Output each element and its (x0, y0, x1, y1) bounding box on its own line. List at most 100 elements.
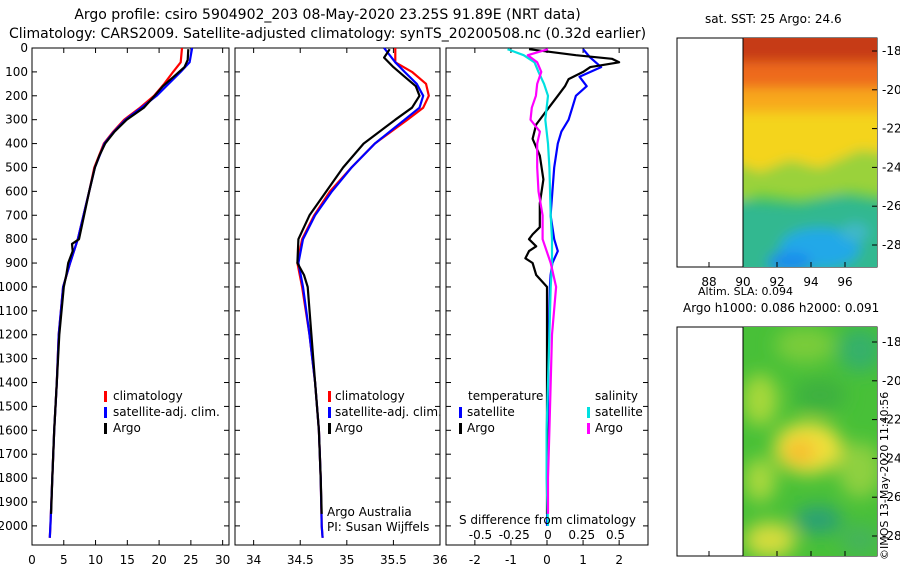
legend-temp-argo: Argo (467, 421, 495, 435)
chart-title-line2: Climatology: CARS2009. Satellite-adjuste… (8, 26, 647, 42)
sla-lat-tick: -24 (882, 451, 900, 465)
y-tick-label: 1000 (0, 280, 28, 294)
x-tick-label-salinity: -0.5 (469, 528, 492, 542)
sst-lon-tick: 92 (769, 275, 784, 289)
salinity-panel-frame (234, 47, 441, 546)
y-tick-label: 200 (5, 89, 28, 103)
x-tick-label: 25 (183, 553, 198, 567)
legend-satellite-adj: satellite-adj. clim. (335, 405, 442, 419)
x-tick-label-salinity: -0.25 (499, 528, 530, 542)
legend-climatology: climatology (335, 389, 405, 403)
x-tick-label: 35.5 (380, 553, 407, 567)
x-tick-label-salinity: 0.25 (568, 528, 595, 542)
legend-marker-temp-satellite (459, 407, 462, 418)
legend-marker-satellite-adj (104, 407, 107, 418)
y-tick-label: 1100 (0, 304, 28, 318)
legend-marker-climatology (104, 391, 107, 402)
y-tick-label: 700 (5, 208, 28, 222)
x-tick-label: 0 (28, 553, 36, 567)
x-tick-label: 30 (215, 553, 230, 567)
y-tick-label: 1200 (0, 328, 28, 342)
x-tick-label: 2 (615, 553, 623, 567)
y-tick-label: 1900 (0, 495, 28, 509)
y-tick-label: 500 (5, 160, 28, 174)
credit-pi: PI: Susan Wijffels (327, 520, 429, 534)
legend-header-salinity: salinity (595, 389, 638, 403)
steric-map-title: Argo h1000: 0.086 h2000: 0.091 (683, 301, 880, 315)
salinity-series-climatology (296, 48, 430, 538)
y-tick-label: 2000 (0, 519, 28, 533)
sst-lat-tick: -22 (882, 122, 900, 136)
sst-lat-tick: -18 (882, 44, 900, 58)
sst-lon-tick: 96 (837, 275, 852, 289)
y-tick-label: 1300 (0, 352, 28, 366)
y-tick-label: 1600 (0, 423, 28, 437)
sst-lat-tick: -28 (882, 238, 900, 252)
sst-lat-tick: -26 (882, 199, 900, 213)
sst-map-title: sat. SST: 25 Argo: 24.6 (705, 12, 842, 26)
sst-lat-tick: -24 (882, 160, 900, 174)
x-tick-label: 20 (151, 553, 166, 567)
diff-temp-argo (524, 48, 621, 514)
sla-lat-tick: -28 (882, 529, 900, 543)
x-tick-label: 35 (339, 553, 354, 567)
sla-map-title: Altim. SLA: 0.094 (698, 285, 794, 298)
legend-temp-satellite: satellite (467, 405, 515, 419)
credit-argo-australia: Argo Australia (327, 505, 412, 519)
legend-argo: Argo (113, 421, 141, 435)
x-tick-label: 15 (120, 553, 135, 567)
salinity-legend: climatology satellite-adj. clim. Argo (328, 389, 442, 435)
sst-lon-tick: 90 (735, 275, 750, 289)
sst-lon-tick: 88 (701, 275, 716, 289)
x-tick-label: 5 (60, 553, 68, 567)
diff-sal-argo (526, 48, 558, 514)
legend-sal-argo: Argo (595, 421, 623, 435)
legend-marker-climatology (328, 391, 331, 402)
x-tick-label: 36 (432, 553, 447, 567)
sla-lat-tick: -26 (882, 490, 900, 504)
x-tick-label: 0 (543, 553, 551, 567)
x-tick-label: 34 (246, 553, 261, 567)
temperature-legend: climatology satellite-adj. clim. Argo (104, 389, 220, 435)
legend-marker-temp-argo (459, 423, 462, 434)
legend-header-temperature: temperature (468, 389, 543, 403)
salinity-series-argo (296, 48, 421, 514)
sst-lat-tick: -20 (882, 83, 900, 97)
legend-marker-sal-satellite (587, 407, 590, 418)
temperature-panel-frame (31, 47, 230, 546)
legend-marker-satellite-adj (328, 407, 331, 418)
legend-marker-argo (104, 423, 107, 434)
y-tick-label: 1800 (0, 471, 28, 485)
temperature-series-climatology (48, 47, 184, 538)
x-tick-label: 1 (579, 553, 587, 567)
x-tick-label: 34.5 (287, 553, 314, 567)
y-tick-label: 1500 (0, 399, 28, 413)
legend-sal-satellite: satellite (595, 405, 643, 419)
x-tick-label-salinity: 0.5 (606, 528, 625, 542)
sla-map (676, 326, 878, 557)
difference-legend: temperature salinity satellite Argo sate… (459, 389, 643, 435)
legend-marker-sal-argo (587, 423, 590, 434)
y-tick-label: 800 (5, 232, 28, 246)
sst-map (676, 37, 878, 268)
y-tick-label: 400 (5, 137, 28, 151)
legend-marker-argo (328, 423, 331, 434)
y-tick-label: 300 (5, 113, 28, 127)
x-tick-label: -2 (469, 553, 481, 567)
chart-title-line1: Argo profile: csiro 5904902_203 08-May-2… (74, 7, 581, 23)
legend-satellite-adj: satellite-adj. clim. (113, 405, 220, 419)
sla-lat-tick: -20 (882, 374, 900, 388)
x-tick-label: 10 (88, 553, 103, 567)
y-tick-label: 900 (5, 256, 28, 270)
x-tick-label: -1 (505, 553, 517, 567)
y-tick-label: 0 (20, 41, 28, 55)
y-tick-label: 1400 (0, 376, 28, 390)
x-tick-label-salinity: 0 (544, 528, 552, 542)
sla-lat-tick: -22 (882, 413, 900, 427)
difference-xlabel: S difference from climatology (459, 513, 636, 527)
y-tick-label: 100 (5, 65, 28, 79)
y-tick-label: 600 (5, 184, 28, 198)
sla-lat-tick: -18 (882, 335, 900, 349)
temperature-series-argo (50, 49, 190, 514)
